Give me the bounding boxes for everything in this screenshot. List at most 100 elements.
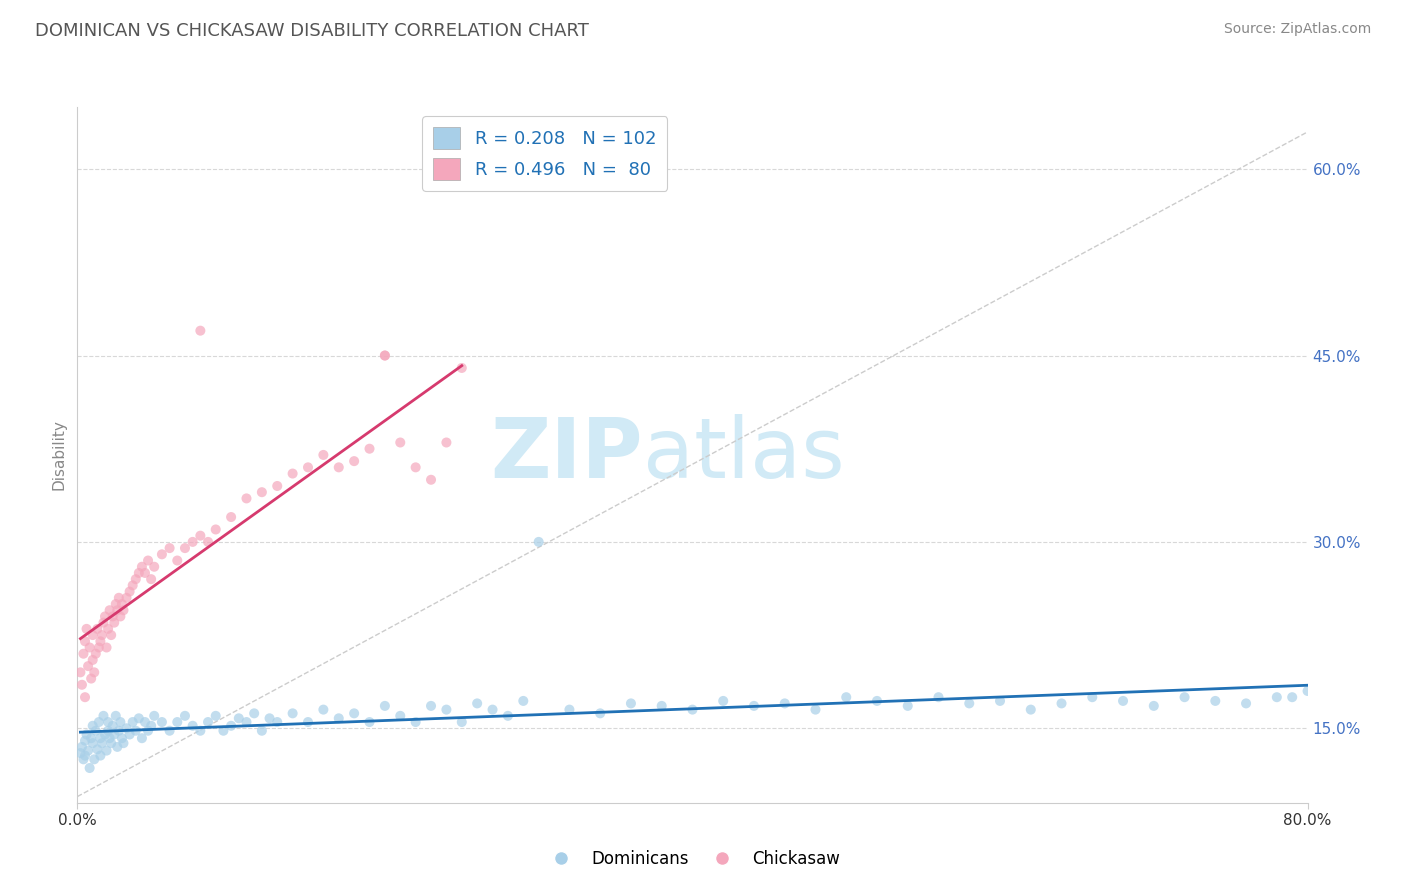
- Point: [70, 678, 93, 692]
- Point: [188, 723, 212, 738]
- Text: ZIP: ZIP: [491, 415, 644, 495]
- Point: [131, 559, 153, 574]
- Point: [104, 597, 127, 611]
- Point: [204, 708, 226, 723]
- Point: [174, 708, 197, 723]
- Point: [136, 553, 159, 567]
- Point: [711, 694, 734, 708]
- Point: [866, 694, 889, 708]
- Point: [682, 703, 704, 717]
- Point: [80, 672, 103, 686]
- Point: [496, 708, 519, 723]
- Point: [141, 572, 163, 586]
- Point: [219, 510, 242, 524]
- Point: [512, 694, 534, 708]
- Point: [73, 634, 96, 648]
- Point: [90, 736, 114, 750]
- Point: [481, 703, 503, 717]
- Point: [97, 723, 120, 738]
- Point: [1204, 694, 1226, 708]
- Point: [436, 703, 458, 717]
- Point: [420, 698, 443, 713]
- Point: [143, 708, 166, 723]
- Point: [90, 628, 114, 642]
- Point: [141, 719, 163, 733]
- Point: [250, 723, 273, 738]
- Point: [143, 559, 166, 574]
- Point: [374, 349, 396, 363]
- Point: [773, 697, 796, 711]
- Text: atlas: atlas: [644, 415, 845, 495]
- Point: [69, 746, 91, 760]
- Point: [1112, 694, 1135, 708]
- Point: [527, 534, 550, 549]
- Point: [250, 485, 273, 500]
- Point: [150, 547, 173, 561]
- Point: [96, 744, 118, 758]
- Point: [82, 628, 104, 642]
- Point: [100, 628, 122, 642]
- Point: [1281, 690, 1303, 705]
- Point: [620, 697, 643, 711]
- Point: [73, 748, 96, 763]
- Point: [96, 640, 118, 655]
- Point: [97, 622, 120, 636]
- Point: [328, 460, 350, 475]
- Point: [77, 659, 100, 673]
- Point: [928, 690, 950, 705]
- Point: [589, 706, 612, 721]
- Point: [405, 714, 427, 729]
- Legend: Dominicans, Chickasaw: Dominicans, Chickasaw: [538, 843, 846, 874]
- Point: [136, 723, 159, 738]
- Point: [450, 361, 472, 376]
- Point: [166, 714, 188, 729]
- Point: [89, 748, 111, 763]
- Point: [235, 491, 257, 506]
- Point: [89, 634, 111, 648]
- Point: [101, 609, 124, 624]
- Point: [159, 541, 181, 555]
- Point: [150, 714, 173, 729]
- Point: [266, 714, 288, 729]
- Point: [108, 591, 131, 605]
- Point: [73, 690, 96, 705]
- Point: [181, 719, 204, 733]
- Point: [219, 719, 242, 733]
- Point: [131, 731, 153, 746]
- Point: [1265, 690, 1288, 705]
- Point: [197, 534, 219, 549]
- Point: [98, 603, 121, 617]
- Point: [115, 721, 138, 735]
- Point: [115, 591, 138, 605]
- Point: [558, 703, 581, 717]
- Point: [405, 460, 427, 475]
- Point: [174, 541, 197, 555]
- Point: [112, 736, 135, 750]
- Point: [82, 719, 104, 733]
- Point: [259, 711, 281, 725]
- Point: [1143, 698, 1166, 713]
- Point: [235, 714, 257, 729]
- Text: DOMINICAN VS CHICKASAW DISABILITY CORRELATION CHART: DOMINICAN VS CHICKASAW DISABILITY CORREL…: [35, 22, 589, 40]
- Point: [70, 739, 93, 754]
- Point: [112, 603, 135, 617]
- Point: [118, 727, 141, 741]
- Point: [121, 714, 143, 729]
- Point: [83, 752, 105, 766]
- Point: [82, 653, 104, 667]
- Point: [72, 647, 94, 661]
- Point: [359, 714, 381, 729]
- Point: [359, 442, 381, 456]
- Point: [281, 467, 304, 481]
- Point: [111, 731, 134, 746]
- Point: [100, 736, 122, 750]
- Point: [389, 708, 412, 723]
- Point: [228, 711, 250, 725]
- Point: [89, 731, 111, 746]
- Point: [465, 697, 488, 711]
- Point: [742, 698, 765, 713]
- Point: [93, 615, 115, 630]
- Point: [77, 744, 100, 758]
- Point: [82, 736, 104, 750]
- Point: [97, 714, 120, 729]
